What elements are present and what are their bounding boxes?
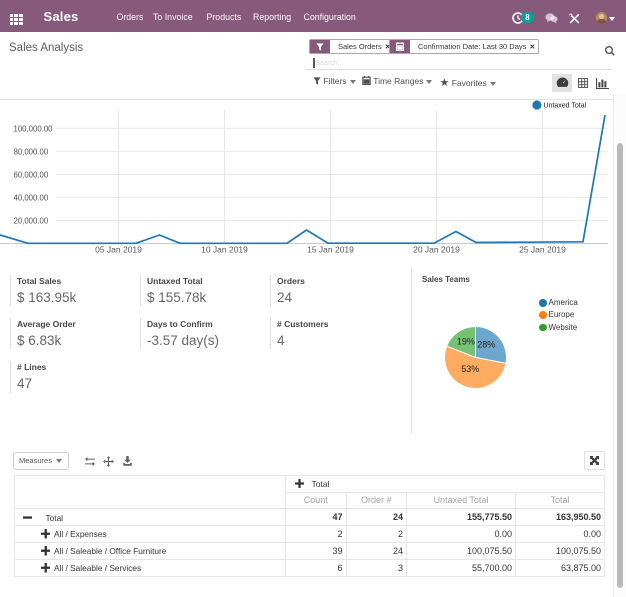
svg-text:15 Jan 2019: 15 Jan 2019 [307, 245, 354, 255]
svg-text:80,000.00: 80,000.00 [14, 147, 49, 156]
svg-text:60,000.00: 60,000.00 [14, 171, 49, 180]
svg-text:Untaxed Total: Untaxed Total [544, 103, 587, 110]
svg-text:53%: 53% [461, 364, 479, 374]
svg-text:28%: 28% [477, 339, 495, 349]
svg-text:05 Jan 2019: 05 Jan 2019 [95, 245, 142, 255]
svg-text:25 Jan 2019: 25 Jan 2019 [519, 245, 566, 255]
svg-text:100,000.00: 100,000.00 [14, 124, 54, 133]
svg-text:20,000.00: 20,000.00 [14, 217, 49, 226]
svg-text:20 Jan 2019: 20 Jan 2019 [413, 245, 460, 255]
svg-text:19%: 19% [456, 337, 474, 347]
svg-text:10 Jan 2019: 10 Jan 2019 [201, 245, 248, 255]
svg-text:40,000.00: 40,000.00 [14, 194, 49, 203]
